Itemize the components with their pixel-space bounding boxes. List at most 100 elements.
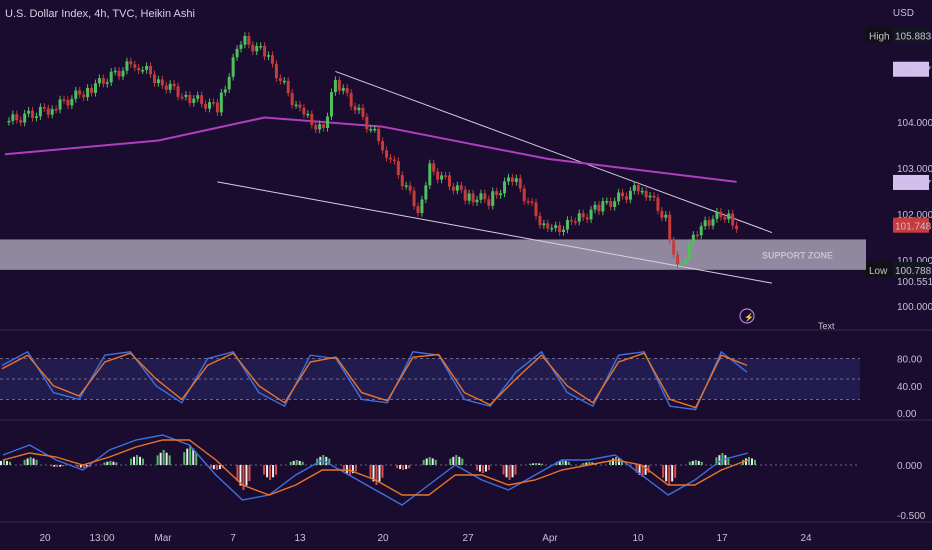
candle-body bbox=[569, 219, 573, 222]
candle-body bbox=[259, 46, 263, 48]
price-tick-label: 104.000 bbox=[897, 118, 932, 129]
candle-body bbox=[172, 83, 176, 87]
candle-body bbox=[86, 87, 90, 98]
candle-body bbox=[428, 163, 432, 186]
time-tick-label: 7 bbox=[230, 533, 236, 544]
candle-body bbox=[46, 108, 50, 115]
candle-body bbox=[294, 104, 298, 107]
candle-body bbox=[601, 201, 605, 212]
candle-body bbox=[463, 189, 467, 201]
candle-body bbox=[668, 214, 672, 241]
macd-histogram-bar bbox=[647, 465, 650, 473]
macd-histogram-bar bbox=[328, 458, 331, 465]
last-price-badge: 101.748 bbox=[895, 222, 932, 233]
price-tick-label: 103.000 bbox=[897, 164, 932, 175]
candle-body bbox=[62, 99, 66, 101]
macd-histogram-bar bbox=[239, 465, 242, 486]
candle-body bbox=[408, 185, 412, 191]
ma-badge-bg bbox=[893, 174, 929, 190]
macd-histogram-bar bbox=[0, 460, 2, 465]
macd-histogram-bar bbox=[721, 453, 724, 465]
candle-body bbox=[562, 229, 566, 233]
macd-tick-label: -0.500 bbox=[897, 511, 926, 522]
candle-body bbox=[196, 95, 200, 99]
candle-body bbox=[483, 193, 487, 200]
candle-body bbox=[381, 141, 385, 151]
macd-histogram-bar bbox=[162, 450, 165, 465]
macd-histogram-bar bbox=[745, 458, 747, 465]
candle-body bbox=[491, 191, 495, 206]
candle-body bbox=[471, 193, 475, 203]
macd-histogram-bar bbox=[532, 463, 535, 465]
price-tick-label: 100.000 bbox=[897, 302, 932, 313]
candle-body bbox=[298, 104, 302, 108]
candle-body bbox=[538, 215, 542, 226]
macd-histogram-bar bbox=[192, 448, 195, 465]
macd-histogram-bar bbox=[567, 461, 570, 465]
macd-histogram-bar bbox=[399, 465, 402, 470]
prev-badge: 105.137 bbox=[895, 66, 932, 77]
macd-histogram-bar bbox=[638, 465, 641, 475]
low-badge-bg bbox=[893, 261, 929, 277]
candle-body bbox=[239, 44, 243, 49]
macd-histogram-bar bbox=[431, 458, 434, 465]
high-badge-tag-bg bbox=[866, 27, 892, 43]
macd-histogram-bar bbox=[269, 465, 272, 480]
macd-histogram-bar bbox=[345, 465, 348, 474]
macd-histogram-bar bbox=[635, 465, 638, 473]
macd-histogram-bar bbox=[209, 465, 212, 469]
candle-body bbox=[526, 201, 530, 203]
candle-body bbox=[727, 213, 731, 220]
candle-body bbox=[451, 186, 455, 191]
candle-body bbox=[74, 90, 78, 99]
candle-body bbox=[11, 114, 15, 121]
candle-body bbox=[632, 185, 636, 191]
candle-body bbox=[90, 87, 94, 93]
candle-body bbox=[459, 185, 463, 190]
macd-histogram-bar bbox=[455, 455, 458, 465]
candle-body bbox=[329, 92, 333, 117]
candle-body bbox=[290, 93, 294, 106]
high-badge: 105.883 bbox=[895, 31, 932, 42]
candle-body bbox=[318, 124, 322, 130]
candle-body bbox=[168, 83, 172, 90]
candle-body bbox=[522, 188, 526, 202]
macd-histogram-bar bbox=[139, 456, 142, 465]
macd-histogram-bar bbox=[688, 461, 691, 465]
candle-body bbox=[97, 78, 101, 84]
candle-body bbox=[652, 195, 656, 198]
candle-body bbox=[278, 78, 282, 81]
candle-body bbox=[479, 193, 483, 200]
candle-body bbox=[270, 55, 274, 64]
candle-body bbox=[70, 98, 74, 106]
candle-body bbox=[337, 79, 341, 91]
macd-histogram-bar bbox=[369, 465, 372, 478]
stoch-tick-label: 0.00 bbox=[897, 409, 917, 420]
candle-body bbox=[550, 228, 554, 230]
candle-body bbox=[416, 206, 420, 213]
macd-histogram-bar bbox=[35, 459, 38, 465]
candle-body bbox=[640, 190, 644, 193]
candle-body bbox=[412, 190, 416, 207]
macd-histogram-bar bbox=[275, 465, 278, 475]
candle-body bbox=[589, 209, 593, 220]
macd-histogram-bar bbox=[266, 465, 269, 478]
macd-histogram-bar bbox=[402, 465, 405, 470]
macd-histogram-bar bbox=[452, 456, 455, 465]
macd-histogram-bar bbox=[617, 458, 620, 465]
high-badge-tag: High bbox=[869, 31, 890, 42]
time-tick-label: 20 bbox=[39, 533, 51, 544]
macd-histogram-bar bbox=[620, 459, 623, 465]
candle-body bbox=[558, 225, 562, 233]
candle-body bbox=[34, 116, 38, 118]
candle-body bbox=[624, 196, 628, 200]
candle-body bbox=[404, 185, 408, 187]
macd-histogram-bar bbox=[538, 463, 541, 465]
macd-histogram-bar bbox=[59, 465, 62, 467]
candle-body bbox=[101, 78, 105, 84]
candle-body bbox=[695, 234, 699, 237]
macd-histogram-bar bbox=[751, 458, 753, 465]
candle-body bbox=[145, 65, 149, 70]
macd-histogram-bar bbox=[529, 463, 532, 465]
